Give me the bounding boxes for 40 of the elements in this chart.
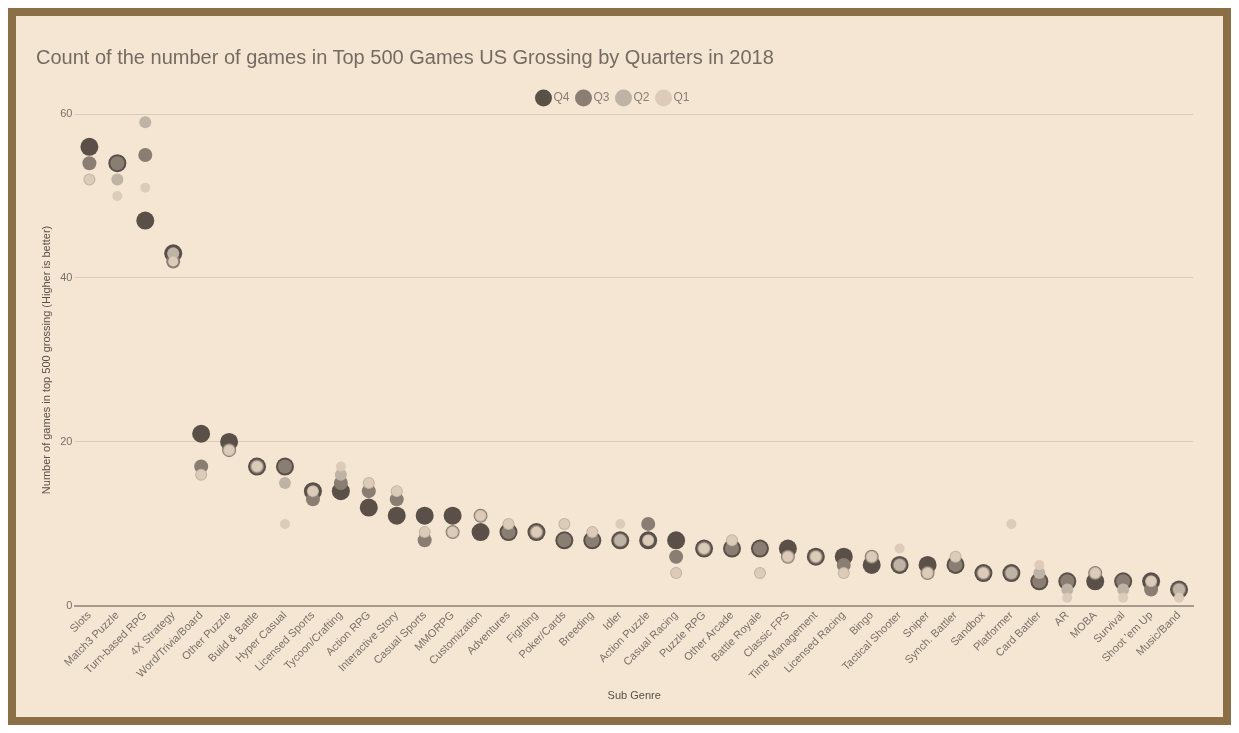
legend-label: Q4	[553, 90, 570, 105]
y-tick-label: 40	[60, 271, 73, 283]
y-tick-label: 0	[66, 598, 73, 611]
point	[80, 137, 99, 156]
point	[136, 211, 155, 230]
y-axis-title: Number of games in top 500 grossing (Higher is better)	[39, 225, 52, 495]
point	[443, 506, 462, 525]
x-axis-title: Sub Genre	[607, 689, 661, 702]
point	[1174, 592, 1185, 603]
point	[279, 518, 290, 529]
point	[278, 476, 291, 489]
point	[1062, 592, 1073, 603]
chart-title: Count of the number of games in Top 500 Games US Grossing by Quarters in 2018	[36, 45, 774, 68]
x-tick-label: AR	[1051, 608, 1071, 628]
point	[138, 147, 153, 162]
point	[667, 531, 686, 550]
point	[1034, 559, 1045, 570]
point	[669, 549, 684, 564]
point	[1006, 518, 1017, 529]
point	[894, 543, 905, 554]
point	[335, 461, 346, 472]
x-tick-label: Idler	[600, 608, 625, 633]
point	[82, 156, 97, 171]
point	[139, 116, 152, 129]
y-tick-label: 60	[60, 107, 73, 120]
point	[192, 424, 211, 443]
legend-label: Q3	[593, 90, 610, 105]
point	[471, 523, 490, 542]
y-tick-label: 20	[60, 434, 73, 447]
point	[111, 173, 124, 186]
point	[112, 190, 123, 201]
point	[641, 516, 656, 531]
legend-label: Q1	[673, 90, 690, 105]
point	[1118, 592, 1129, 603]
point	[415, 506, 434, 525]
point	[387, 506, 406, 525]
point	[359, 498, 378, 517]
point	[615, 518, 626, 529]
legend-label: Q2	[633, 90, 650, 105]
point	[140, 182, 151, 193]
